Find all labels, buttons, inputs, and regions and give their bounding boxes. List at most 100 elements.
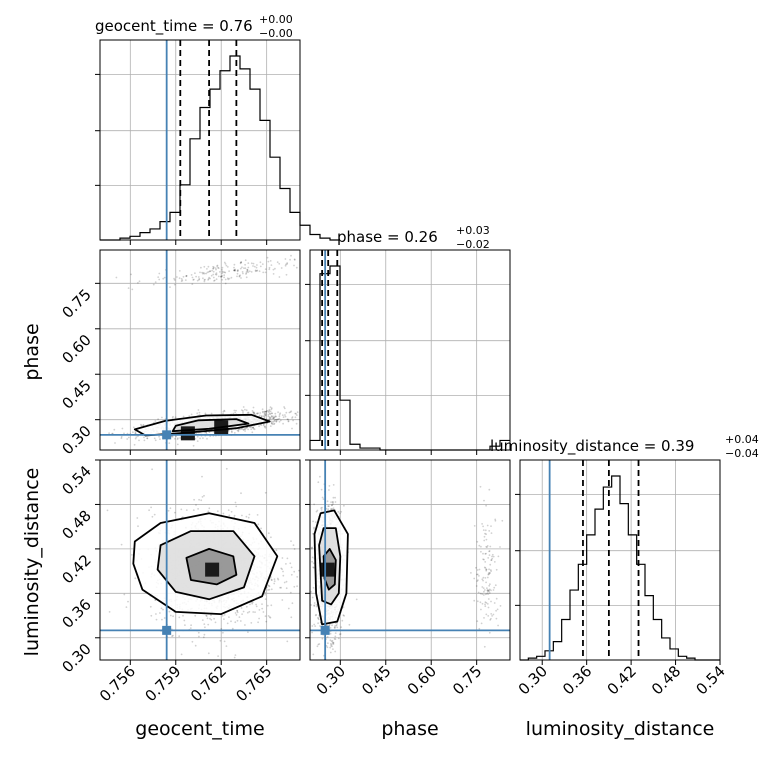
sample-point: [480, 608, 482, 611]
sample-point: [197, 631, 200, 634]
sample-point: [134, 432, 137, 435]
sample-point: [487, 557, 490, 559]
sample-point: [223, 409, 226, 412]
sample-point: [489, 572, 491, 574]
sample-point: [485, 552, 487, 555]
sample-point: [268, 412, 271, 415]
sample-point: [172, 634, 174, 637]
sample-point: [275, 420, 278, 423]
sample-point: [317, 616, 319, 619]
sample-point: [214, 267, 217, 269]
sample-point: [484, 603, 486, 606]
sample-point: [195, 504, 197, 506]
sample-point: [286, 640, 289, 643]
sample-point: [479, 601, 482, 604]
sample-point: [182, 614, 184, 617]
sample-point: [266, 409, 268, 412]
sample-point: [485, 504, 487, 507]
sample-point: [270, 412, 273, 415]
x-tick-label: 0.54: [692, 662, 728, 698]
sample-point: [278, 262, 281, 265]
sample-point: [206, 617, 209, 620]
sample-point: [262, 411, 264, 414]
sample-point: [146, 437, 149, 440]
sample-point: [248, 513, 251, 516]
sample-point: [132, 426, 135, 429]
sample-point: [330, 501, 332, 503]
sample-point: [133, 443, 136, 446]
y-tick-label: 0.45: [58, 376, 94, 412]
sample-point: [295, 422, 298, 425]
sample-point: [282, 570, 284, 573]
sample-point: [161, 618, 163, 621]
sample-point: [125, 606, 128, 608]
sample-point: [215, 272, 218, 274]
sample-point: [236, 611, 239, 614]
sample-point: [198, 278, 200, 281]
sample-point: [270, 579, 273, 581]
sample-point: [255, 412, 258, 415]
sample-point: [106, 509, 109, 512]
sample-point: [344, 664, 346, 666]
sample-point: [207, 279, 210, 281]
sample-point: [213, 617, 216, 620]
sample-point: [288, 411, 291, 414]
sample-point: [334, 650, 337, 653]
sample-point: [196, 412, 199, 415]
sample-point: [223, 276, 226, 279]
sample-point: [340, 626, 343, 629]
sample-point: [481, 586, 484, 588]
sample-point: [243, 267, 245, 269]
sample-point: [284, 415, 287, 418]
sample-point: [311, 596, 314, 599]
sample-point: [226, 277, 229, 280]
sample-point: [495, 609, 497, 612]
sample-point: [332, 641, 334, 644]
sample-point: [334, 635, 337, 638]
sample-point: [485, 581, 487, 584]
sample-point: [282, 422, 284, 425]
sample-point: [225, 264, 228, 267]
sample-point: [197, 409, 200, 411]
sample-point: [162, 277, 165, 280]
sample-point: [272, 268, 275, 271]
sample-point: [237, 429, 240, 432]
sample-point: [483, 566, 486, 569]
sample-point: [271, 412, 273, 415]
sample-point: [313, 503, 315, 506]
sample-point: [127, 436, 130, 439]
sample-point: [276, 418, 279, 421]
sample-point: [252, 412, 255, 414]
sample-point: [172, 415, 174, 418]
sample-point: [252, 426, 255, 429]
sample-point: [137, 525, 139, 528]
sample-point: [131, 288, 134, 291]
x-tick-label: 0.75: [449, 662, 485, 698]
sample-point: [236, 269, 239, 272]
sample-point: [185, 509, 188, 511]
sample-point: [171, 417, 174, 419]
sample-point: [476, 540, 479, 543]
contour-line: [132, 512, 279, 615]
sample-point: [307, 417, 309, 419]
title-phase-lower: −0.02: [456, 238, 490, 251]
title-geocent-time: geocent_time = 0.76 +0.00 −0.00: [95, 13, 293, 40]
sample-point: [195, 275, 198, 278]
sample-point: [233, 269, 236, 272]
sample-point: [287, 418, 289, 421]
sample-point: [194, 272, 196, 275]
sample-point: [260, 415, 263, 418]
sample-point: [158, 272, 161, 275]
sample-point: [291, 416, 294, 418]
sample-point: [247, 262, 250, 264]
sample-point: [330, 640, 333, 643]
histogram-steps: [520, 475, 720, 661]
sample-point: [339, 633, 342, 635]
sample-point: [284, 264, 287, 267]
sample-point: [154, 281, 157, 283]
sample-point: [329, 651, 332, 654]
sample-point: [270, 408, 273, 411]
sample-point: [143, 436, 145, 439]
sample-point: [265, 412, 267, 415]
sample-point: [273, 422, 276, 425]
